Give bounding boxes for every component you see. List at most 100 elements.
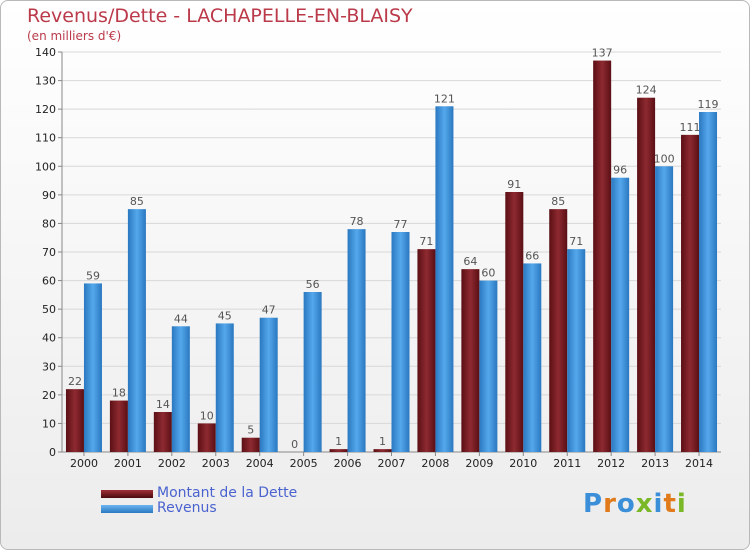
bar-revenus [435,106,454,453]
y-tick-label: 10 [42,417,56,430]
legend-swatch-revenus [101,505,153,513]
bar-dette [549,209,568,452]
data-label: 85 [551,195,565,208]
data-label: 96 [613,164,627,177]
data-label: 119 [698,98,719,111]
data-label: 0 [291,438,298,451]
logo-letter: x [635,489,654,519]
bar-revenus [523,263,542,452]
y-tick-label: 120 [35,103,56,116]
data-label: 85 [130,195,144,208]
legend-label-revenus: Revenus [157,500,217,516]
y-tick-label: 20 [42,389,56,402]
bar-revenus [171,326,190,452]
data-label: 71 [569,235,583,248]
chart-subtitle: (en milliers d'€) [27,29,122,43]
x-tick-label: 2008 [421,457,449,470]
y-tick-label: 90 [42,189,56,202]
data-label: 137 [592,47,613,60]
y-tick-label: 130 [35,75,56,88]
x-tick-label: 2004 [246,457,274,470]
data-label: 66 [525,249,539,262]
bar-revenus [303,292,322,452]
y-tick-label: 70 [42,246,56,259]
y-tick-label: 80 [42,217,56,230]
bar-dette [681,134,700,452]
data-label: 1 [379,435,386,448]
data-label: 71 [419,235,433,248]
logo-letter: r [603,489,617,519]
logo-letter: P [583,489,604,519]
data-label: 10 [200,409,214,422]
y-axis-ticks: 0 10 20 30 40 50 60 70 80 90 100 110 120 130 140 [35,46,62,459]
bar-dette [153,412,172,452]
data-label: 124 [636,84,657,97]
bar-dette [593,60,612,452]
proxiti-logo: Proxiti [583,489,687,519]
bar-dette [109,400,128,452]
x-tick-label: 2002 [158,457,186,470]
x-axis-ticks: 2000 2001 2002 2003 2004 2005 2006 2007 2008 2009… [70,452,713,470]
x-tick-label: 2003 [202,457,230,470]
data-label: 78 [350,215,364,228]
y-tick-label: 60 [42,275,56,288]
x-tick-label: 2011 [553,457,581,470]
y-tick-label: 100 [35,160,56,173]
data-label: 100 [654,152,675,165]
logo-letter: i [653,489,664,519]
chart-title: Revenus/Dette - LACHAPELLE-EN-BLAISY [27,5,413,27]
data-label: 45 [218,309,232,322]
y-tick-label: 110 [35,132,56,145]
bar-revenus [391,232,410,452]
legend-label-dette: Montant de la Dette [157,485,298,501]
data-label: 77 [394,218,408,231]
logo-letter: i [676,489,687,519]
x-tick-label: 2005 [290,457,318,470]
bar-dette [329,449,348,452]
data-label: 18 [112,387,126,400]
x-tick-label: 2000 [70,457,98,470]
bar-revenus [259,317,278,452]
bar-revenus [567,249,586,452]
y-tick-label: 50 [42,303,56,316]
data-label: 22 [68,375,82,388]
logo-letter: t [663,489,677,519]
x-tick-label: 2012 [597,457,625,470]
bar-dette [373,449,392,452]
bar-dette [417,249,436,452]
bar-dette [637,97,656,452]
bar-revenus [215,323,234,452]
data-label: 91 [507,178,521,191]
x-tick-label: 2014 [685,457,713,470]
logo-letter: o [616,489,636,519]
data-label: 47 [262,304,276,317]
y-tick-label: 30 [42,360,56,373]
data-label: 1 [335,435,342,448]
data-label: 121 [434,92,455,105]
bar-dette [197,423,216,452]
x-tick-label: 2009 [465,457,493,470]
data-label: 60 [481,267,495,280]
x-tick-label: 2007 [378,457,406,470]
data-label: 111 [680,121,701,134]
x-tick-label: 2013 [641,457,669,470]
y-tick-label: 140 [35,46,56,59]
bar-revenus [699,112,718,452]
data-label: 59 [86,269,100,282]
bar-dette [241,437,260,452]
x-tick-label: 2010 [509,457,537,470]
data-label: 56 [306,278,320,291]
bar-revenus [83,283,102,452]
bar-dette [461,269,480,452]
y-tick-label: 0 [49,446,56,459]
bar-revenus [479,280,498,452]
bar-dette [505,192,524,452]
bar-revenus [347,229,366,452]
data-label: 14 [156,398,170,411]
data-label: 64 [463,255,477,268]
bar-revenus [611,177,630,452]
legend-swatch-dette [101,490,153,498]
y-tick-label: 40 [42,332,56,345]
